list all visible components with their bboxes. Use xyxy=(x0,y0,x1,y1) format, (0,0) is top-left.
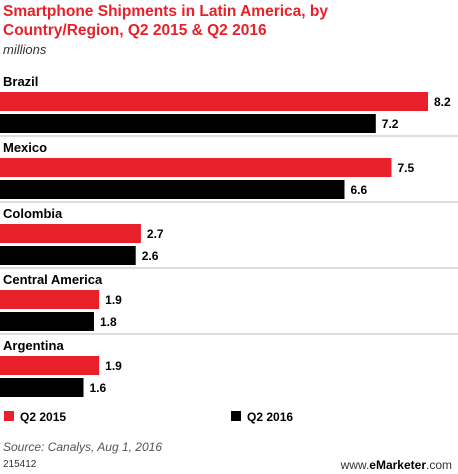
value-label: 8.2 xyxy=(434,95,451,109)
legend-swatch xyxy=(231,411,241,421)
category-label: Central America xyxy=(3,272,103,287)
brand-suffix: .com xyxy=(425,458,452,472)
legend-swatch xyxy=(4,411,14,421)
category-label: Brazil xyxy=(3,74,38,89)
bar-q2-2016 xyxy=(0,246,136,265)
legend-label: Q2 2016 xyxy=(247,410,293,424)
bar-q2-2016 xyxy=(0,312,94,331)
bar-q2-2015 xyxy=(0,356,100,375)
bar-q2-2015 xyxy=(0,290,100,309)
value-label: 2.6 xyxy=(142,249,159,263)
emarketer-logo[interactable]: www.eMarketer.com xyxy=(341,458,452,472)
bar-q2-2016 xyxy=(0,180,345,199)
bar-q2-2016 xyxy=(0,378,84,397)
bar-q2-2015 xyxy=(0,224,141,243)
value-label: 1.9 xyxy=(105,359,122,373)
bar-q2-2015 xyxy=(0,92,428,111)
brand-name: eMarketer xyxy=(369,458,426,472)
chart-subtitle: millions xyxy=(3,42,47,57)
chart-title: Smartphone Shipments in Latin America, b… xyxy=(3,3,328,39)
brand-prefix: www. xyxy=(340,458,370,472)
category-label: Argentina xyxy=(3,338,64,353)
value-label: 7.5 xyxy=(397,161,414,175)
category-label: Mexico xyxy=(3,140,47,155)
source-note: Source: Canalys, Aug 1, 2016 xyxy=(3,440,162,454)
value-label: 6.6 xyxy=(350,183,367,197)
value-label: 1.8 xyxy=(100,315,117,329)
bar-q2-2015 xyxy=(0,158,392,177)
legend-label: Q2 2015 xyxy=(20,410,66,424)
value-label: 1.6 xyxy=(90,381,107,395)
category-label: Colombia xyxy=(3,206,63,221)
value-label: 1.9 xyxy=(105,293,122,307)
value-label: 2.7 xyxy=(147,227,164,241)
chart-id: 215412 xyxy=(3,459,37,470)
value-label: 7.2 xyxy=(382,117,399,131)
bar-q2-2016 xyxy=(0,114,376,133)
